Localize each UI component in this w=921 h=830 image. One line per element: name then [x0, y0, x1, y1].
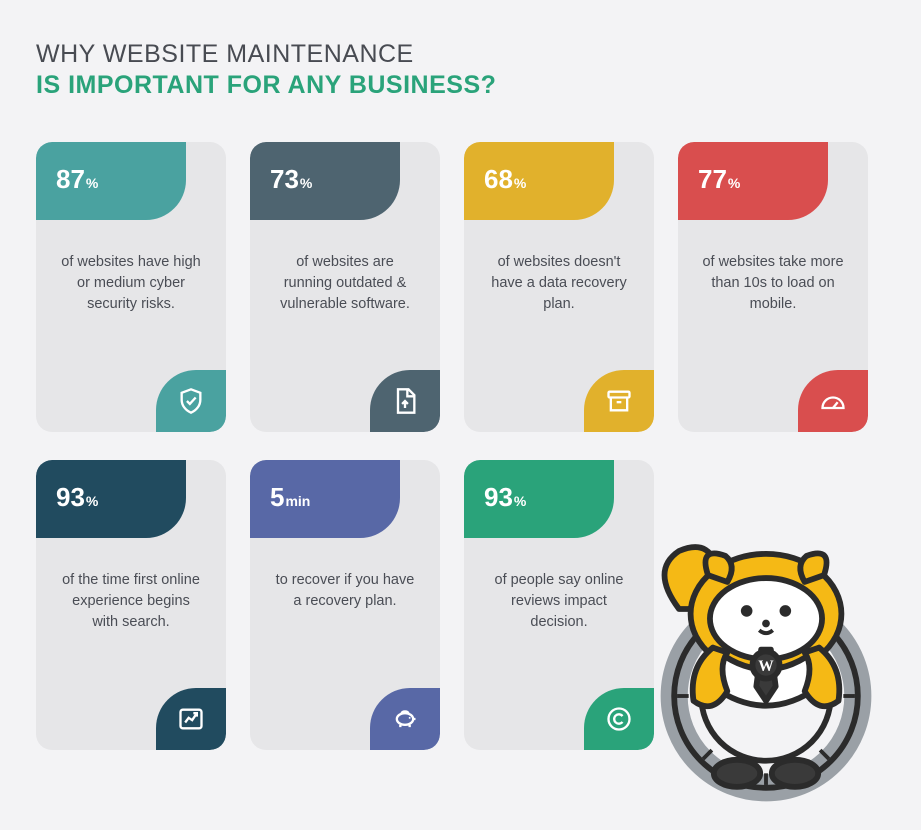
- stat-body: of the time first online experience begi…: [36, 570, 226, 633]
- icon-tab: [798, 370, 868, 432]
- icon-tab: [584, 370, 654, 432]
- icon-tab: [370, 688, 440, 750]
- stat-value: 77: [698, 164, 727, 194]
- stat-unit: %: [728, 175, 740, 191]
- stat-card: 93% of the time first online experience …: [36, 460, 226, 750]
- stat-card: 5min to recover if you have a recovery p…: [250, 460, 440, 750]
- stat-unit: %: [86, 493, 98, 509]
- stat-body: of websites take more than 10s to load o…: [678, 252, 868, 315]
- chart-up-icon: [177, 705, 205, 733]
- stat-card: 73% of websites are running outdated & v…: [250, 142, 440, 432]
- svg-text:W: W: [758, 658, 774, 675]
- stat-unit: min: [285, 493, 310, 509]
- stat-unit: %: [514, 493, 526, 509]
- stat-unit: %: [300, 175, 312, 191]
- icon-tab: [370, 370, 440, 432]
- stat-value: 87: [56, 164, 85, 194]
- stat-unit: %: [86, 175, 98, 191]
- stat-card: 77% of websites take more than 10s to lo…: [678, 142, 868, 432]
- stat-unit: %: [514, 175, 526, 191]
- file-up-icon: [391, 387, 419, 415]
- gauge-icon: [819, 387, 847, 415]
- stat-value: 5: [270, 482, 284, 512]
- stat-value: 93: [56, 482, 85, 512]
- stat-body: of websites are running outdated & vulne…: [250, 252, 440, 315]
- archive-icon: [605, 387, 633, 415]
- stat-card: 87% of websites have high or medium cybe…: [36, 142, 226, 432]
- stat-body: to recover if you have a recovery plan.: [250, 570, 440, 612]
- wapuu-mascot: W: [621, 522, 911, 812]
- shield-check-icon: [177, 387, 205, 415]
- stat-value: 68: [484, 164, 513, 194]
- heading-line1: WHY WEBSITE MAINTENANCE: [36, 40, 885, 69]
- stat-value: 73: [270, 164, 299, 194]
- stat-body: of websites doesn't have a data recovery…: [464, 252, 654, 315]
- stat-body: of websites have high or medium cyber se…: [36, 252, 226, 315]
- heading-line2: IS IMPORTANT FOR ANY BUSINESS?: [36, 71, 885, 100]
- stat-card: 68% of websites doesn't have a data reco…: [464, 142, 654, 432]
- piggybank-icon: [391, 705, 419, 733]
- icon-tab: [156, 688, 226, 750]
- stat-value: 93: [484, 482, 513, 512]
- icon-tab: [156, 370, 226, 432]
